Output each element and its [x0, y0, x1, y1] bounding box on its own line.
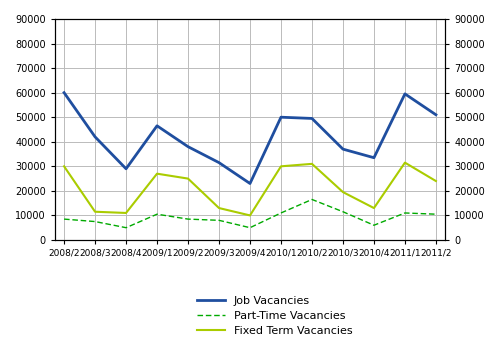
Legend: Job Vacancies, Part-Time Vacancies, Fixed Term Vacancies: Job Vacancies, Part-Time Vacancies, Fixe…: [193, 291, 357, 341]
